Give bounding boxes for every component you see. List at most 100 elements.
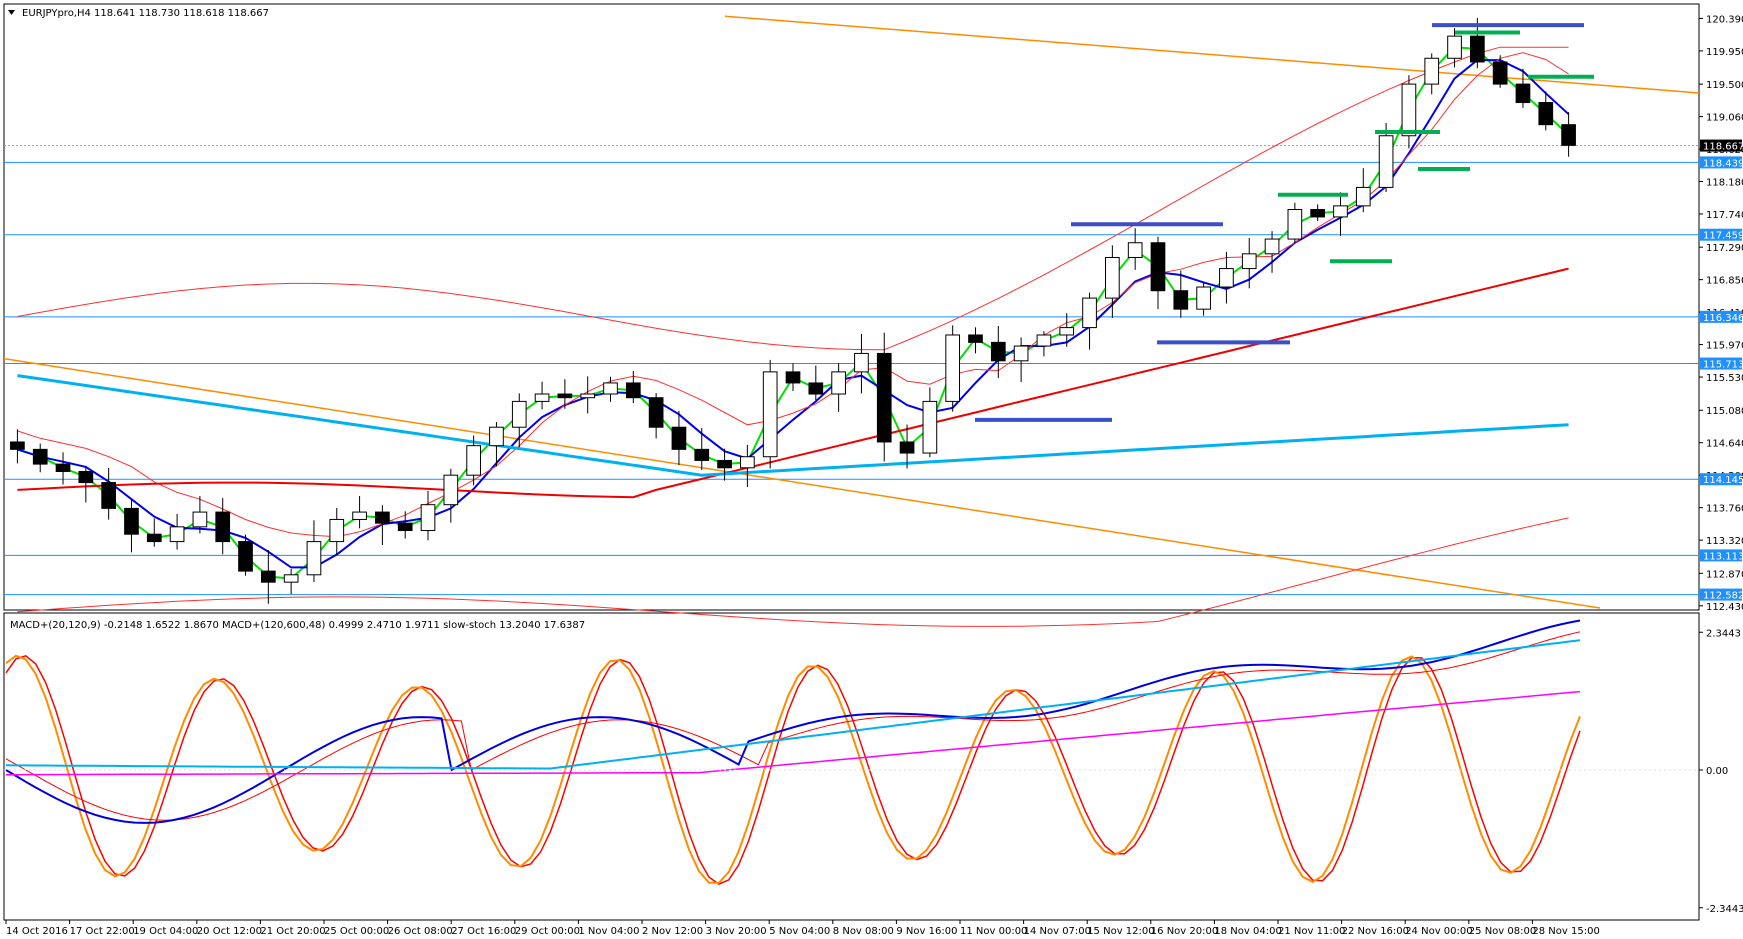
price-panel[interactable]	[3, 3, 1700, 611]
time-tick-label: 11 Nov 00:00	[960, 926, 1027, 937]
candle-body	[397, 522, 413, 532]
candle-body	[1447, 35, 1462, 59]
price-tick-label: 112.430	[1706, 602, 1743, 613]
candle-body	[1013, 345, 1029, 362]
candle-body	[922, 400, 938, 454]
price-tick-label: 115.530	[1706, 373, 1743, 384]
candle-body	[694, 448, 710, 461]
price-tick-label: 113.760	[1706, 504, 1743, 515]
macd-fast-line	[5, 619, 1581, 824]
time-tick-label: 29 Oct 00:00	[515, 926, 580, 937]
price-tick-label: 118.180	[1706, 178, 1743, 189]
stoch-main-line	[5, 654, 1581, 884]
time-tick-label: 17 Oct 22:00	[70, 926, 135, 937]
indicator-tick-label: 0.00	[1706, 766, 1728, 777]
candle-body	[717, 459, 732, 469]
candle-body	[557, 393, 573, 399]
candle-body	[990, 341, 1006, 362]
candle-body	[420, 504, 436, 532]
candle-body	[808, 382, 824, 395]
indicator-panel[interactable]	[3, 612, 1700, 921]
candle-body	[1470, 35, 1485, 63]
candle-body	[1492, 61, 1508, 85]
time-tick-label: 14 Oct 2016	[6, 926, 68, 937]
collapse-arrow-icon[interactable]	[8, 10, 15, 15]
stoch-signal-line	[5, 654, 1581, 885]
candle-body	[671, 426, 687, 450]
candle-body	[466, 445, 481, 476]
price-tick-label: 117.740	[1706, 210, 1743, 221]
candle-body	[1561, 124, 1576, 146]
price-tick-label: 119.950	[1706, 47, 1743, 58]
candle-body	[1196, 286, 1211, 310]
price-tick-label: 114.640	[1706, 439, 1743, 450]
candle-body	[489, 426, 504, 447]
price-tick-label: 113.320	[1706, 536, 1743, 547]
candle-body	[1150, 242, 1166, 292]
macd-slow-line	[6, 690, 1581, 776]
ma-long-cyan-line	[17, 374, 1569, 477]
time-tick-label: 25 Nov 08:00	[1469, 926, 1536, 937]
time-tick-label: 28 Nov 15:00	[1532, 926, 1599, 937]
level-tag	[1700, 156, 1742, 169]
candle-body	[1355, 186, 1371, 207]
ma-slow-line	[17, 52, 1569, 538]
candle-body	[283, 574, 299, 583]
candle-body	[945, 334, 961, 402]
candle-body	[1173, 290, 1189, 310]
time-tick-label: 5 Nov 04:00	[769, 926, 830, 937]
time-tick-label: 22 Nov 16:00	[1342, 926, 1409, 937]
time-tick-label: 9 Nov 16:00	[896, 926, 957, 937]
indicator-tick-label: -2.3443	[1706, 904, 1743, 915]
level-tag	[1700, 310, 1742, 323]
level-tag	[1700, 473, 1742, 486]
level-tag-label: 114.145	[1703, 475, 1743, 486]
candle-body	[1105, 257, 1120, 299]
level-tag-label: 112.582	[1703, 591, 1743, 602]
candle-body	[169, 526, 185, 543]
lower-trendline[interactable]	[3, 357, 1601, 609]
price-tick-label: 112.870	[1706, 569, 1743, 580]
candle-body	[78, 470, 94, 484]
time-tick-label: 14 Nov 07:00	[1024, 926, 1091, 937]
chart-header: EURJPYpro,H4 118.641 118.730 118.618 118…	[22, 8, 269, 19]
candle-body	[329, 518, 345, 543]
candle-body	[215, 511, 231, 543]
candle-body	[1036, 334, 1052, 347]
time-tick-label: 19 Oct 04:00	[133, 926, 198, 937]
price-tick-label: 119.500	[1706, 80, 1743, 91]
macd-slow-signal-line	[5, 639, 1581, 770]
time-tick-label: 16 Nov 20:00	[1151, 926, 1218, 937]
candle-body	[511, 400, 527, 428]
candle-body	[375, 511, 390, 524]
level-tag	[1700, 357, 1742, 370]
candle-body	[1059, 327, 1075, 336]
candle-body	[854, 352, 869, 373]
time-tick-label: 26 Oct 08:00	[388, 926, 453, 937]
time-tick-label: 25 Oct 00:00	[324, 926, 389, 937]
candle-body	[899, 441, 915, 454]
price-tick-label: 116.850	[1706, 276, 1743, 287]
upper-trendline[interactable]	[724, 15, 1700, 94]
candle-body	[534, 393, 550, 402]
candle-body	[146, 533, 162, 543]
candle-body	[648, 397, 664, 428]
candle-body	[124, 507, 139, 535]
time-tick-label: 27 Oct 16:00	[451, 926, 516, 937]
candle-body	[32, 448, 48, 465]
time-tick-label: 1 Nov 04:00	[578, 926, 639, 937]
candle-body	[1310, 209, 1326, 218]
ma-long-red-line	[17, 267, 1569, 499]
price-tick-label: 119.060	[1706, 113, 1743, 124]
level-tag-label: 116.346	[1703, 313, 1743, 324]
level-tag-label: 117.459	[1703, 231, 1743, 242]
candle-body	[1082, 297, 1097, 329]
price-tick-label: 117.290	[1706, 243, 1743, 254]
candle-body	[1424, 57, 1440, 85]
candle-body	[1333, 205, 1348, 218]
macd-signal-line	[5, 631, 1581, 821]
indicator-tick-label: 2.3443	[1706, 628, 1741, 639]
price-tick-label: 115.970	[1706, 341, 1743, 352]
candle-body	[1538, 102, 1554, 126]
